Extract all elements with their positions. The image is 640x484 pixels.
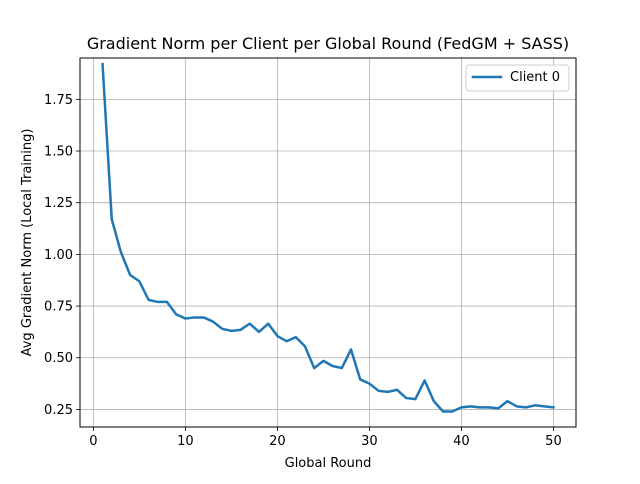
chart-title: Gradient Norm per Client per Global Roun… <box>87 34 569 53</box>
x-axis-ticks: 0 10 20 30 40 50 <box>89 427 562 449</box>
y-axis-label: Avg Gradient Norm (Local Training) <box>20 129 35 357</box>
y-tick-label: 0.25 <box>44 403 73 418</box>
y-tick-label: 1.50 <box>44 145 73 160</box>
legend: Client 0 <box>465 64 570 92</box>
grid-lines <box>80 58 576 427</box>
y-axis-ticks: 0.25 0.50 0.75 1.00 1.25 1.50 1.75 <box>44 93 80 418</box>
plot-frame <box>79 57 577 428</box>
x-tick-label: 50 <box>545 434 562 449</box>
y-tick-label: 0.50 <box>44 351 73 366</box>
x-tick-label: 10 <box>177 434 194 449</box>
y-tick-label: 1.25 <box>44 196 73 211</box>
x-tick-label: 30 <box>361 434 378 449</box>
x-axis-label: Global Round <box>285 456 372 471</box>
x-tick-label: 40 <box>453 434 470 449</box>
y-tick-label: 0.75 <box>44 300 73 315</box>
y-tick-label: 1.75 <box>44 93 73 108</box>
y-tick-label: 1.00 <box>44 248 73 263</box>
legend-label-client-0: Client 0 <box>510 70 560 85</box>
legend-box <box>465 64 570 92</box>
x-tick-label: 0 <box>89 434 97 449</box>
series-layer <box>101 62 555 413</box>
x-tick-label: 20 <box>269 434 286 449</box>
series-line-client-0 <box>101 62 555 413</box>
